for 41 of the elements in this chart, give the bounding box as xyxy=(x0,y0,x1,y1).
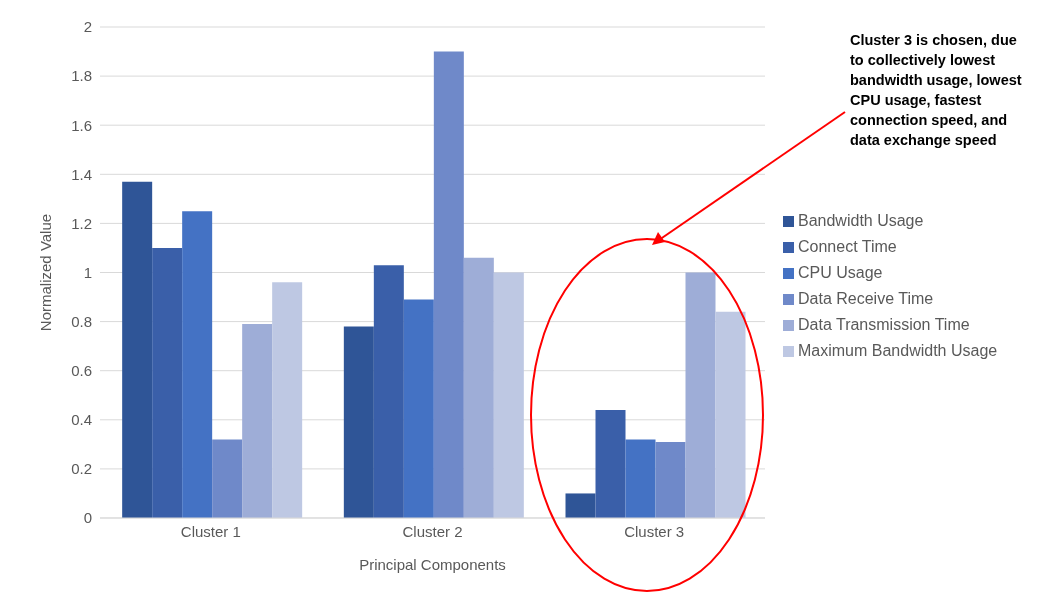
bar xyxy=(595,409,626,518)
bar xyxy=(272,282,303,518)
bar xyxy=(625,439,656,518)
y-tick-label: 1.8 xyxy=(71,67,92,85)
bar xyxy=(373,265,404,518)
bar xyxy=(715,311,746,518)
text: Cluster 3 is chosen, due to collectively lowest bandwidth usage, lowest CPU usage, fastest connection speed, and data exchange speed xyxy=(850,31,1023,150)
bar xyxy=(182,211,213,518)
bar xyxy=(212,439,243,518)
x-tick-label: Cluster 3 xyxy=(624,522,685,540)
bar xyxy=(433,51,464,518)
x-tick-label: Cluster 2 xyxy=(402,522,463,540)
legend-label: Data Receive Time xyxy=(798,290,934,307)
x-tick-label: Cluster 1 xyxy=(180,522,241,540)
y-tick-label: 0.6 xyxy=(71,362,92,380)
legend-label: Bandwidth Usage xyxy=(798,212,924,229)
bar xyxy=(242,324,273,518)
y-tick-label: 1 xyxy=(83,263,92,281)
bar xyxy=(655,441,686,518)
legend-label: Connect Time xyxy=(798,238,897,255)
legend-label: CPU Usage xyxy=(798,264,883,281)
bar xyxy=(122,181,153,518)
y-tick-label: 0.2 xyxy=(71,460,92,478)
y-tick-label: 0.4 xyxy=(71,411,92,429)
bar xyxy=(493,272,524,518)
legend-label: Data Transmission Time xyxy=(798,316,970,333)
bar xyxy=(343,326,374,518)
bar xyxy=(685,272,716,518)
bar xyxy=(463,257,494,518)
x-axis-title: Principal Components xyxy=(359,556,506,573)
y-tick-label: 0 xyxy=(83,509,92,527)
bar xyxy=(152,247,183,518)
y-tick-label: 0.8 xyxy=(71,312,92,330)
bar xyxy=(565,493,596,518)
y-tick-label: 1.4 xyxy=(71,165,92,183)
y-tick-label: 1.6 xyxy=(71,116,92,134)
bar xyxy=(403,299,434,518)
y-tick-label: 1.2 xyxy=(71,214,92,232)
legend-label: Maximum Bandwidth Usage xyxy=(798,342,998,359)
y-axis-title: Normalized Value xyxy=(37,213,55,332)
y-tick-label: 2 xyxy=(83,18,92,36)
